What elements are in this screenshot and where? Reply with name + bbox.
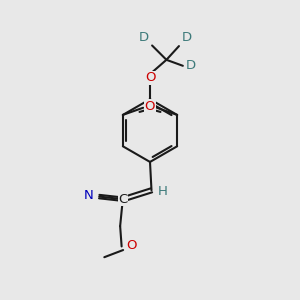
Text: N: N bbox=[84, 189, 94, 202]
Text: O: O bbox=[145, 71, 155, 84]
Text: O: O bbox=[126, 239, 137, 252]
Text: D: D bbox=[186, 59, 196, 72]
Text: D: D bbox=[182, 31, 191, 44]
Text: D: D bbox=[139, 31, 149, 44]
Text: O: O bbox=[144, 100, 155, 113]
Text: C: C bbox=[118, 193, 128, 206]
Text: H: H bbox=[158, 185, 168, 198]
Text: O: O bbox=[145, 100, 156, 113]
